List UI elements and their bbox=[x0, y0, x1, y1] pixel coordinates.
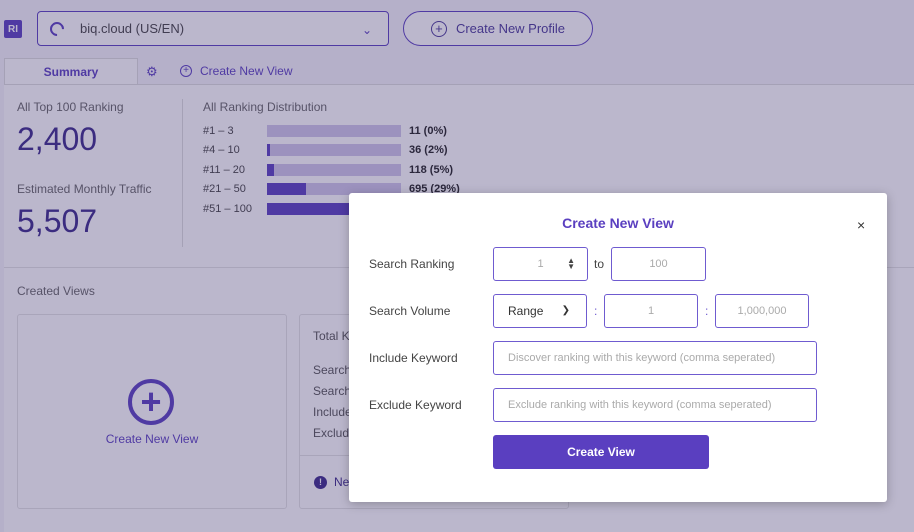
profile-select-value: biq.cloud (US/EN) bbox=[80, 21, 185, 36]
profile-select[interactable]: biq.cloud (US/EN) ⌄ bbox=[37, 11, 389, 46]
tab-create-new-view[interactable]: + Create New View bbox=[180, 64, 292, 78]
include-keyword-label: Include Keyword bbox=[369, 351, 458, 365]
chevron-down-icon: ❯ bbox=[561, 305, 570, 316]
distribution-bar bbox=[267, 144, 401, 156]
distribution-row: #1 – 3 11 (0%) bbox=[203, 124, 447, 138]
modal-title: Create New View bbox=[562, 215, 674, 231]
create-view-card-label: Create New View bbox=[105, 432, 199, 446]
distribution-bar-fill bbox=[267, 203, 353, 215]
search-volume-min-input[interactable]: 1 bbox=[604, 294, 698, 328]
plus-circle-icon: + bbox=[128, 379, 174, 425]
search-volume-label: Search Volume bbox=[369, 304, 451, 318]
distribution-row-label: #21 – 50 bbox=[203, 183, 246, 195]
tab-create-new-view-label: Create New View bbox=[200, 64, 293, 78]
separator: : bbox=[705, 304, 709, 318]
exclude-keyword-input[interactable]: Exclude ranking with this keyword (comma… bbox=[493, 388, 817, 422]
include-keyword-placeholder: Discover ranking with this keyword (comm… bbox=[508, 352, 776, 364]
distribution-title: All Ranking Distribution bbox=[203, 100, 328, 114]
created-views-label: Created Views bbox=[17, 284, 95, 298]
create-view-button[interactable]: Create View bbox=[493, 435, 709, 469]
view-card-line: Total K bbox=[313, 329, 350, 343]
stepper-icon[interactable]: ▲ ▼ bbox=[567, 256, 575, 271]
view-card-line: Search bbox=[313, 384, 352, 398]
search-ranking-to-value: 100 bbox=[649, 258, 668, 270]
include-keyword-input[interactable]: Discover ranking with this keyword (comm… bbox=[493, 341, 817, 375]
plus-circle-icon: + bbox=[180, 65, 192, 77]
separator: : bbox=[594, 304, 598, 318]
distribution-row: #11 – 20 118 (5%) bbox=[203, 163, 453, 177]
info-icon: ! bbox=[314, 475, 327, 489]
search-volume-max-input[interactable]: 1,000,000 bbox=[715, 294, 809, 328]
view-card-line: Include bbox=[313, 405, 352, 419]
search-ranking-from-value: 1 bbox=[537, 258, 544, 270]
distribution-row-value: 695 (29%) bbox=[409, 183, 460, 195]
create-profile-label: Create New Profile bbox=[455, 21, 566, 36]
search-volume-max-value: 1,000,000 bbox=[737, 305, 787, 317]
top100-value: 2,400 bbox=[17, 121, 98, 157]
distribution-row: #21 – 50 695 (29%) bbox=[203, 182, 460, 196]
distribution-bar-fill bbox=[267, 183, 306, 195]
traffic-label: Estimated Monthly Traffic bbox=[17, 182, 152, 196]
chevron-down-icon: ⌄ bbox=[361, 23, 372, 37]
close-icon[interactable]: × bbox=[857, 217, 866, 233]
distribution-row-label: #4 – 10 bbox=[203, 144, 240, 156]
plus-circle-icon: + bbox=[430, 20, 447, 37]
distribution-bar bbox=[267, 164, 401, 176]
divider bbox=[182, 99, 183, 247]
top100-label: All Top 100 Ranking bbox=[17, 100, 124, 114]
create-view-card[interactable]: + Create New View bbox=[17, 314, 287, 509]
distribution-row-value: 118 (5%) bbox=[409, 164, 454, 176]
traffic-value: 5,507 bbox=[17, 203, 98, 239]
search-ranking-to-input[interactable]: 100 bbox=[611, 247, 706, 281]
exclude-keyword-placeholder: Exclude ranking with this keyword (comma… bbox=[508, 399, 772, 411]
search-ranking-from-input[interactable]: 1 ▲ ▼ bbox=[493, 247, 588, 281]
app-logo: RI bbox=[4, 20, 22, 38]
gear-icon[interactable]: ⚙ bbox=[146, 64, 158, 79]
to-label: to bbox=[594, 257, 605, 271]
distribution-row-label: #51 – 100 bbox=[203, 203, 252, 215]
distribution-row-value: 11 (0%) bbox=[409, 125, 447, 137]
distribution-row: #4 – 10 36 (2%) bbox=[203, 143, 448, 157]
view-card-line: Search bbox=[313, 363, 352, 377]
search-volume-mode-select[interactable]: Range ❯ bbox=[493, 294, 587, 328]
search-volume-mode-value: Range bbox=[508, 304, 544, 318]
distribution-row-label: #11 – 20 bbox=[203, 164, 246, 176]
top-bar: RI biq.cloud (US/EN) ⌄ + Create New Prof… bbox=[0, 0, 914, 60]
distribution-row-label: #1 – 3 bbox=[203, 125, 234, 137]
distribution-bar-fill bbox=[267, 144, 270, 156]
create-view-modal: Create New View × Search Ranking 1 ▲ ▼ to… bbox=[349, 193, 887, 502]
create-profile-button[interactable]: + Create New Profile bbox=[403, 11, 593, 46]
distribution-bar bbox=[267, 125, 401, 137]
search-volume-min-value: 1 bbox=[647, 305, 655, 317]
distribution-bar-fill bbox=[267, 164, 274, 176]
search-ranking-label: Search Ranking bbox=[369, 257, 455, 271]
distribution-row-value: 36 (2%) bbox=[409, 144, 448, 156]
view-card-line: Exclude bbox=[313, 426, 356, 440]
tab-bar: Summary ⚙ + Create New View bbox=[0, 58, 914, 85]
tab-summary[interactable]: Summary bbox=[4, 58, 138, 85]
exclude-keyword-label: Exclude Keyword bbox=[369, 398, 462, 412]
distribution-bar bbox=[267, 183, 401, 195]
